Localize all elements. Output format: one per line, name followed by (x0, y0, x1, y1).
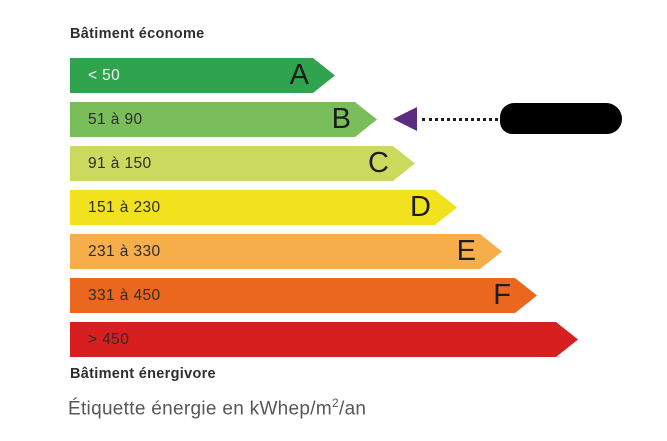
energy-bar-a: < 50 A (70, 58, 335, 93)
class-letter: B (331, 102, 351, 135)
range-label: 231 à 330 (88, 242, 161, 260)
range-label: 91 à 150 (88, 154, 152, 172)
energy-bar-f: 331 à 450 F (70, 278, 537, 313)
energy-bar-c: 91 à 150 C (70, 146, 415, 181)
class-letter: A (289, 58, 309, 91)
redacted-value-blob (500, 103, 622, 134)
dotted-leader-line (422, 118, 498, 121)
economical-building-label: Bâtiment économe (70, 26, 205, 42)
left-arrow-icon (393, 107, 417, 131)
bar-row-b: 51 à 90 B (70, 102, 630, 137)
bar-row-f: 331 à 450 F (70, 278, 630, 313)
caption-superscript: 2 (332, 396, 339, 410)
caption-suffix: /an (338, 398, 367, 420)
class-letter: C (368, 146, 389, 179)
caption-prefix: Étiquette énergie en kWhep/m (68, 398, 332, 420)
energy-bar-e: 231 à 330 E (70, 234, 502, 269)
energy-bar-d: 151 à 230 D (70, 190, 457, 225)
class-letter: D (410, 190, 431, 223)
range-label: > 450 (88, 330, 130, 348)
chart-caption: Étiquette énergie en kWhep/m2/an (68, 396, 366, 420)
bar-row-g: > 450 (70, 322, 630, 357)
range-label: 51 à 90 (88, 110, 143, 128)
range-label: < 50 (88, 66, 121, 84)
class-letter: E (456, 234, 476, 267)
bar-row-e: 231 à 330 E (70, 234, 630, 269)
energy-bars: < 50 A 51 à 90 B 91 à 150 C 151 à 230 D (70, 58, 630, 366)
bar-row-c: 91 à 150 C (70, 146, 630, 181)
bar-row-a: < 50 A (70, 58, 630, 93)
range-label: 331 à 450 (88, 286, 161, 304)
energy-intensive-building-label: Bâtiment énergivore (70, 366, 216, 382)
energy-bar-b: 51 à 90 B (70, 102, 377, 137)
bar-row-d: 151 à 230 D (70, 190, 630, 225)
energy-bar-g: > 450 (70, 322, 578, 357)
class-letter: F (493, 278, 511, 311)
range-label: 151 à 230 (88, 198, 161, 216)
